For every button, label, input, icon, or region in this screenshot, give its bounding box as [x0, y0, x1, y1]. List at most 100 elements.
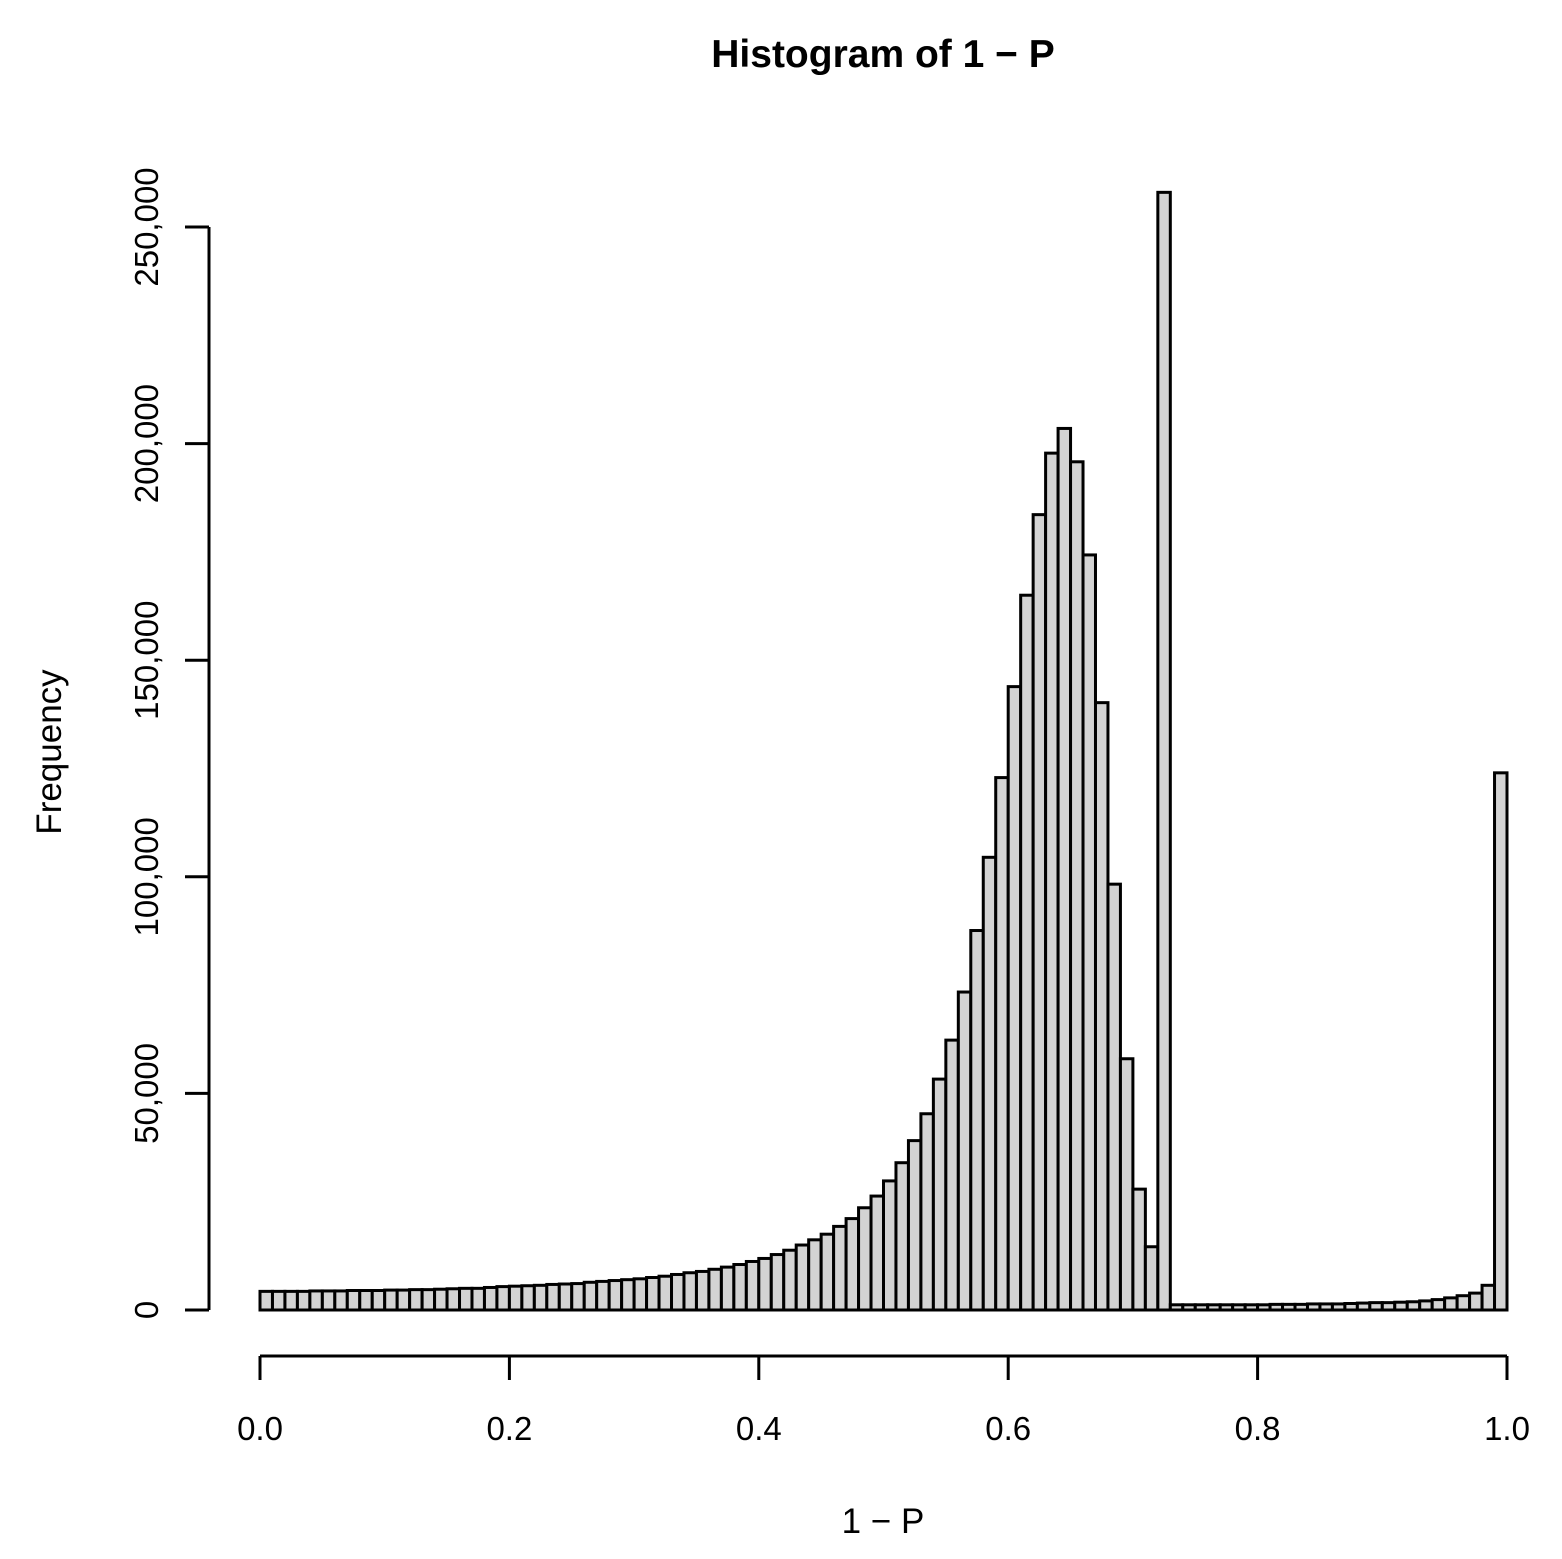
- histogram-bar: [1430, 1298, 1447, 1312]
- histogram-bar: [832, 1224, 848, 1312]
- histogram-bar: [1218, 1303, 1235, 1312]
- histogram-bar: [1031, 513, 1048, 1312]
- histogram-bar: [1393, 1300, 1409, 1312]
- y-tick-label: 200,000: [128, 384, 165, 503]
- histogram-bar: [1118, 1057, 1135, 1312]
- histogram-bar: [919, 1112, 935, 1312]
- histogram-bar: [270, 1289, 287, 1312]
- histogram-bar: [844, 1217, 861, 1312]
- histogram-bar: [320, 1289, 337, 1312]
- histogram-bar: [557, 1282, 574, 1312]
- x-axis: 0.0 0.2 0.4 0.6 0.8 1.0: [237, 1354, 1530, 1447]
- histogram-bar: [620, 1278, 636, 1312]
- histogram-bar: [545, 1282, 561, 1312]
- histogram-bar: [520, 1284, 536, 1312]
- histogram-bar: [657, 1274, 674, 1312]
- histogram-bar: [1455, 1294, 1472, 1312]
- histogram-bar: [1293, 1302, 1309, 1312]
- histogram-bar: [744, 1259, 761, 1312]
- histogram-bar: [1281, 1302, 1297, 1312]
- histogram-bar: [482, 1285, 499, 1312]
- histogram-bar: [433, 1287, 449, 1312]
- histogram-bar: [395, 1288, 412, 1312]
- histogram-bar: [1093, 701, 1110, 1312]
- histogram-bar: [595, 1279, 611, 1312]
- histogram-bar: [420, 1288, 437, 1312]
- histogram-bar: [1044, 451, 1060, 1312]
- histogram-bar: [570, 1282, 586, 1312]
- histogram-bar: [283, 1289, 299, 1312]
- histogram-bar: [757, 1256, 773, 1312]
- histogram-bar: [632, 1277, 649, 1312]
- histogram-bar: [994, 776, 1010, 1312]
- histogram-bar: [308, 1289, 324, 1312]
- histogram-bar: [1056, 426, 1073, 1312]
- x-axis-label: 1 − P: [842, 1502, 925, 1541]
- histogram-bar: [1268, 1302, 1285, 1312]
- y-tick-label: 150,000: [128, 601, 165, 720]
- histogram-bar: [1318, 1302, 1334, 1312]
- histogram-bar: [882, 1179, 898, 1312]
- histogram-bar: [358, 1289, 374, 1312]
- histogram-bar: [1355, 1301, 1372, 1312]
- histogram-bar: [383, 1288, 399, 1312]
- histogram-bar: [707, 1267, 723, 1312]
- histogram-bar: [345, 1289, 362, 1312]
- histogram-bar: [1081, 553, 1097, 1312]
- histogram-bar: [1305, 1302, 1322, 1312]
- histogram-bar: [769, 1253, 786, 1312]
- histogram-bar: [1418, 1299, 1434, 1312]
- histogram-bar: [1468, 1291, 1484, 1312]
- histogram-bar: [295, 1289, 312, 1312]
- x-tick-label: 0.8: [1235, 1410, 1281, 1447]
- histogram-bar: [582, 1280, 599, 1312]
- histogram-bar: [694, 1269, 711, 1312]
- histogram-bar: [1256, 1303, 1272, 1312]
- histogram-bar: [1143, 1245, 1160, 1312]
- histogram-bar: [333, 1289, 349, 1312]
- histogram-bar: [670, 1272, 686, 1312]
- histogram-bar: [869, 1194, 886, 1312]
- histogram-bar: [981, 855, 998, 1312]
- histogram-bar: [894, 1161, 910, 1312]
- histogram-bar: [944, 1038, 960, 1312]
- histogram-bar: [1343, 1302, 1359, 1312]
- histogram-bar: [645, 1276, 661, 1312]
- histogram-bar: [1243, 1303, 1260, 1312]
- histogram-bar: [1131, 1187, 1147, 1312]
- histogram-bar: [1181, 1303, 1197, 1312]
- histogram-bar: [370, 1289, 387, 1312]
- histogram-bar: [408, 1288, 424, 1312]
- histogram-bar: [906, 1139, 923, 1312]
- histogram-bar: [1493, 771, 1509, 1312]
- histogram-bar: [1006, 685, 1023, 1312]
- histogram-bar: [458, 1286, 474, 1312]
- x-tick-label: 1.0: [1484, 1410, 1530, 1447]
- histogram-bar: [969, 929, 985, 1312]
- histogram-bar: [1019, 593, 1035, 1312]
- histogram-bar: [495, 1285, 511, 1312]
- y-axis-label: Frequency: [30, 669, 69, 835]
- histogram-bar: [1168, 1303, 1185, 1312]
- histogram-bar: [794, 1243, 811, 1312]
- histogram-bar: [1330, 1302, 1347, 1312]
- histogram-bar: [1193, 1303, 1210, 1312]
- x-tick-label: 0.6: [985, 1410, 1031, 1447]
- histogram-bar: [1443, 1296, 1459, 1312]
- histogram-bar: [470, 1286, 486, 1312]
- y-axis: 0 50,000 100,000 150,000 200,000 250,000: [128, 167, 211, 1319]
- histogram-bar: [682, 1271, 698, 1312]
- histogram-bar: [931, 1077, 948, 1312]
- chart-title: Histogram of 1 − P: [711, 33, 1055, 76]
- x-tick-label: 0.4: [736, 1410, 782, 1447]
- y-tick-label: 0: [128, 1301, 165, 1319]
- histogram-bar: [1480, 1283, 1497, 1312]
- histogram-bar: [1380, 1301, 1397, 1312]
- y-tick-label: 50,000: [128, 1043, 165, 1144]
- histogram-bar: [1156, 190, 1172, 1312]
- x-tick-label: 0.0: [237, 1410, 283, 1447]
- histogram-bar: [819, 1232, 836, 1312]
- histogram-bar: [258, 1289, 274, 1312]
- y-tick-label: 250,000: [128, 167, 165, 286]
- histogram-bar: [1206, 1303, 1222, 1312]
